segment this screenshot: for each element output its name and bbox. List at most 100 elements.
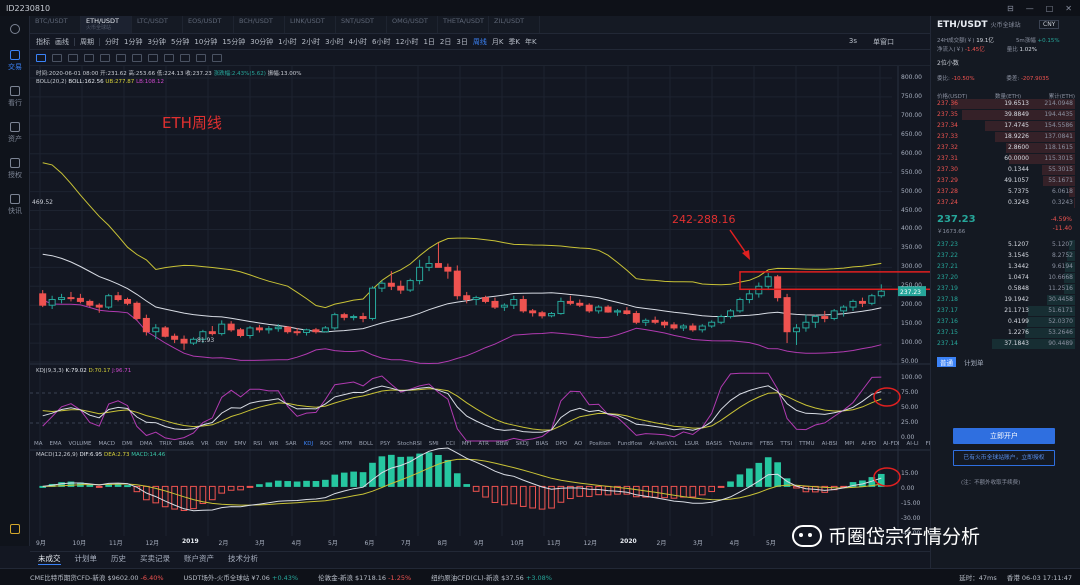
crosshair-icon[interactable] <box>52 53 62 62</box>
close-icon[interactable]: ✕ <box>1065 3 1072 13</box>
indicator-tab[interactable]: MFI <box>461 441 472 447</box>
measure-tool-icon[interactable] <box>148 53 158 62</box>
indicator-tab[interactable]: Fundflow <box>617 441 643 447</box>
toolbar-item[interactable]: 2日 <box>439 37 452 46</box>
indicator-tab[interactable]: DMA <box>139 441 153 447</box>
toolbar-item[interactable]: 周期 <box>80 37 94 46</box>
currency-select[interactable]: CNY <box>1039 20 1060 29</box>
depth-select[interactable]: 2位小数 <box>937 60 959 67</box>
indicator-tab[interactable]: AI-FDI <box>883 441 900 447</box>
pair-tab[interactable]: ZIL/USDT <box>489 16 540 33</box>
indicator-tab[interactable]: VR <box>200 441 209 447</box>
lock-icon[interactable] <box>180 53 190 62</box>
ask-row[interactable]: 237.35 39.8849 194.4435 <box>937 110 1075 120</box>
bid-row[interactable]: 237.17 21.1713 51.6171 <box>937 306 1075 316</box>
toolbar-item[interactable]: 4小时 <box>348 37 368 46</box>
ask-row[interactable]: 237.33 18.9226 137.0841 <box>937 132 1075 142</box>
bid-row[interactable]: 237.14 37.1843 90.4489 <box>937 339 1075 349</box>
indicator-tab[interactable]: MPI <box>844 441 855 447</box>
toolbar-item[interactable]: 季K <box>508 37 521 46</box>
indicator-tab[interactable]: EMV <box>234 441 247 447</box>
order-type-tab[interactable]: 计划单 <box>964 359 984 367</box>
bottom-tab[interactable]: 未成交 <box>38 553 61 565</box>
bottom-tab[interactable]: 技术分析 <box>228 554 258 563</box>
indicator-tab[interactable]: SKDJ <box>515 441 529 447</box>
indicator-tab[interactable]: MACD <box>98 441 116 447</box>
pair-tab[interactable]: BTC/USDT <box>30 16 81 33</box>
indicator-tab[interactable]: WR <box>269 441 279 447</box>
magnet-icon[interactable] <box>164 53 174 62</box>
bottom-tab[interactable]: 历史 <box>111 554 126 563</box>
indicator-tab[interactable]: MA <box>34 441 43 447</box>
toolbar-item[interactable]: 6小时 <box>372 37 391 46</box>
bottom-tab[interactable]: 买卖记录 <box>140 554 170 563</box>
toolbar-item[interactable]: 10分钟 <box>194 37 218 46</box>
indicator-tab[interactable]: MTM <box>339 441 352 447</box>
ticker-item[interactable]: 伦敦金-新浪 $1718.16 -1.25% <box>318 572 411 582</box>
indicator-tab[interactable]: StochRSI <box>397 441 422 447</box>
indicator-tab[interactable]: DPO <box>555 441 568 447</box>
minimize-tray-icon[interactable]: ⊟ <box>1007 3 1014 13</box>
bid-row[interactable]: 237.21 1.3442 9.6194 <box>937 262 1075 272</box>
ask-row[interactable]: 237.28 5.7375 6.0618 <box>937 187 1075 197</box>
channel-tool-icon[interactable] <box>100 53 110 62</box>
boll-label[interactable]: BOLL(20,2) <box>36 79 67 85</box>
indicator-tab[interactable]: RSI <box>253 441 263 447</box>
pair-tab[interactable]: OMG/USDT <box>387 16 438 33</box>
toolbar-right-item[interactable]: 3s <box>848 36 857 45</box>
ask-row[interactable]: 237.36 19.6513 214.0948 <box>937 99 1075 109</box>
ticker-item[interactable]: 纽约原油CFD(CL)-新浪 $37.56 +3.08% <box>431 572 552 582</box>
indicator-tab[interactable]: TRIX <box>159 441 172 447</box>
indicator-tab[interactable]: FTBS <box>759 441 774 447</box>
toolbar-item[interactable]: 2小时 <box>301 37 321 46</box>
trash-icon[interactable] <box>212 53 222 62</box>
toolbar-right-item[interactable]: 单窗口 <box>873 37 894 46</box>
indicator-tab[interactable]: SMI <box>428 441 439 447</box>
bid-row[interactable]: 237.23 5.1207 5.1207 <box>937 240 1075 250</box>
toolbar-item[interactable]: 3小时 <box>325 37 344 46</box>
indicator-tab[interactable]: Position <box>589 441 611 447</box>
bid-row[interactable]: 237.19 0.5848 11.2516 <box>937 284 1075 294</box>
ask-row[interactable]: 237.29 49.1057 55.1671 <box>937 176 1075 186</box>
indicator-tab[interactable]: LSUR <box>684 441 699 447</box>
pair-tab[interactable]: EOS/USDT <box>183 16 234 33</box>
indicator-tab[interactable]: VOLUME <box>68 441 92 447</box>
toolbar-item[interactable]: 周线 <box>472 37 487 46</box>
fib-tool-icon[interactable] <box>116 53 126 62</box>
left-nav-item[interactable]: 看行 <box>0 86 30 108</box>
order-type-tab[interactable]: 普通 <box>937 357 956 367</box>
indicator-tab[interactable]: BRAR <box>178 441 194 447</box>
cursor-icon[interactable] <box>36 53 46 62</box>
indicator-tab[interactable]: OBV <box>215 441 228 447</box>
toolbar-item[interactable]: 1小时 <box>278 37 297 46</box>
toolbar-item[interactable]: 3分钟 <box>147 37 166 46</box>
chart-canvas[interactable]: 237.23 <box>30 66 930 548</box>
kdj-label[interactable]: KDJ(9,3,3) <box>36 368 64 374</box>
indicator-tab[interactable]: BIAS <box>535 441 549 447</box>
indicator-tab[interactable]: PSY <box>380 441 391 447</box>
toolbar-item[interactable]: 1日 <box>423 37 435 46</box>
left-nav-item[interactable]: 交易 <box>0 50 30 72</box>
ticker-item[interactable]: CME比特币期货CFD-新浪 $9602.00 -6.40% <box>30 572 164 582</box>
eye-icon[interactable] <box>196 53 206 62</box>
line-tool-icon[interactable] <box>68 53 78 62</box>
indicator-tab[interactable]: FR <box>926 441 933 447</box>
minimize-icon[interactable]: — <box>1025 3 1034 13</box>
pair-tab[interactable]: LTC/USDT <box>132 16 183 33</box>
indicator-tab[interactable]: BASIS <box>705 441 722 447</box>
authorize-button[interactable]: 已有火币全球站账户，立即授权 <box>953 450 1055 466</box>
bid-row[interactable]: 237.20 1.0474 10.6668 <box>937 273 1075 283</box>
indicator-tab[interactable]: AO <box>574 441 583 447</box>
macd-label[interactable]: MACD(12,26,9) <box>36 452 78 458</box>
bottom-tab[interactable]: 账户资产 <box>184 554 214 563</box>
pair-tab[interactable]: ETH/USDT 火币全球站 <box>81 16 132 33</box>
toolbar-item[interactable]: 5分钟 <box>170 37 190 46</box>
indicator-tab[interactable]: CCI <box>445 441 455 447</box>
ask-row[interactable]: 237.34 17.4745 154.5586 <box>937 121 1075 131</box>
indicator-tab[interactable]: DMI <box>122 441 133 447</box>
left-nav-item[interactable]: 资产 <box>0 122 30 144</box>
toolbar-item[interactable]: 1分钟 <box>124 37 143 46</box>
indicator-tab[interactable]: SAR <box>285 441 297 447</box>
left-nav-item[interactable]: 快讯 <box>0 194 30 216</box>
indicator-tab[interactable]: KDJ <box>303 441 314 447</box>
